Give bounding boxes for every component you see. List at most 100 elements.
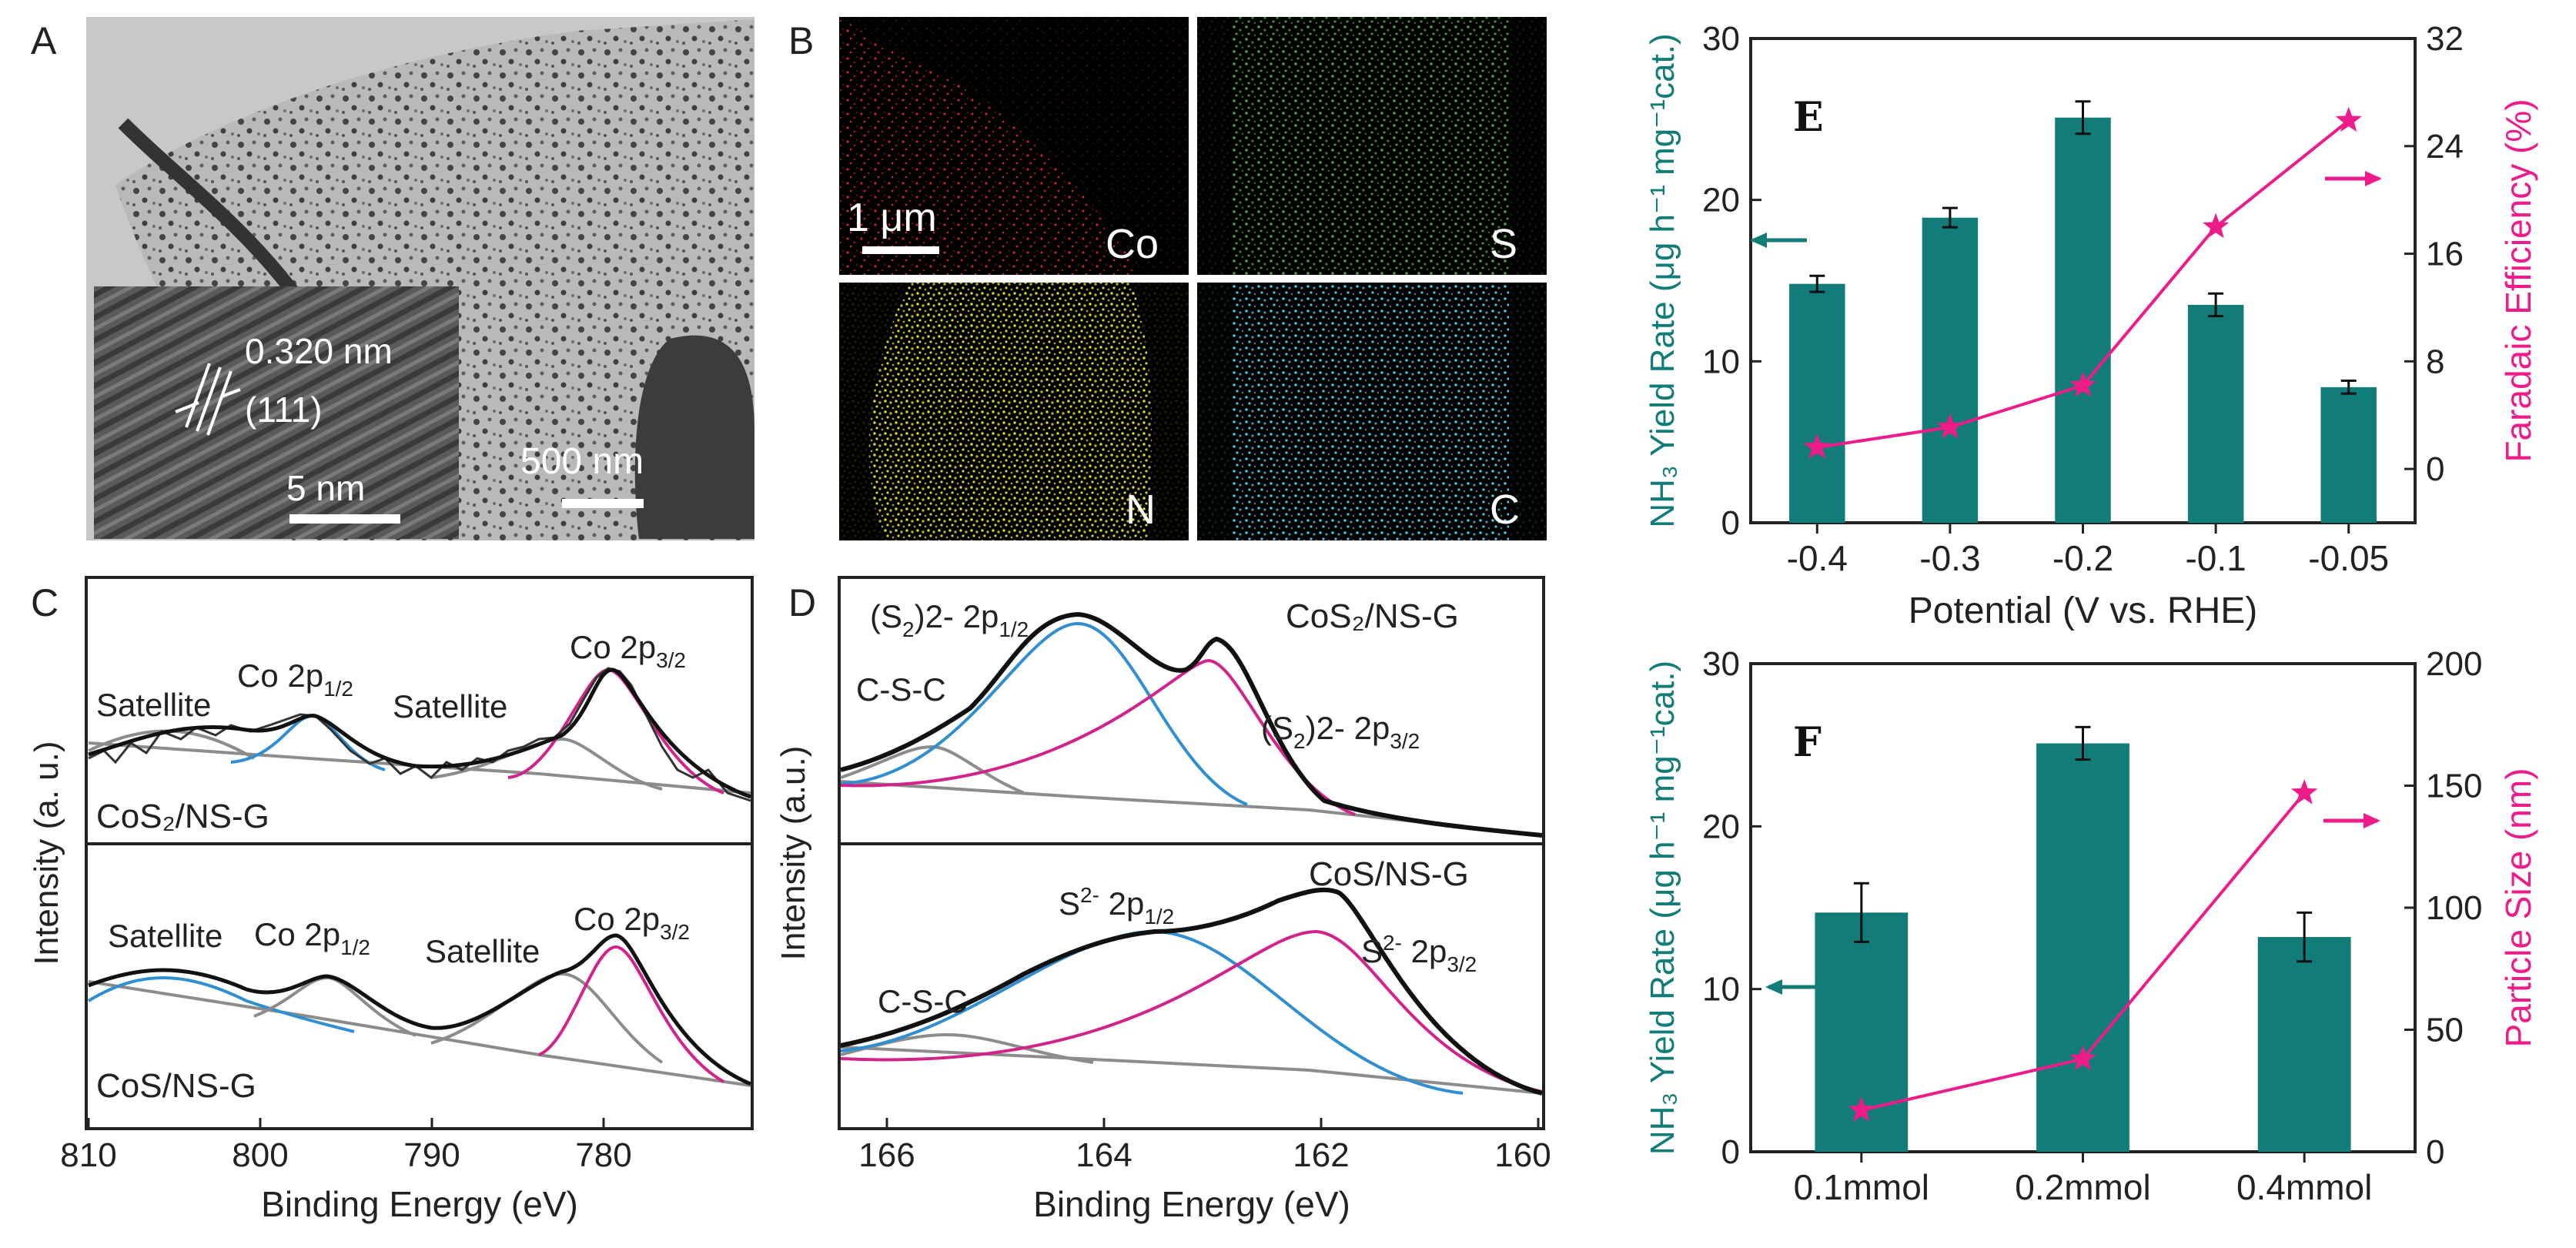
panel-c-frame	[85, 576, 754, 1130]
hrtem-inset	[94, 286, 459, 539]
bar	[1789, 283, 1845, 523]
y2-axis-title: Faradaic Efficiency (%)	[2498, 99, 2538, 462]
y2-tick-label: 100	[2426, 889, 2482, 927]
c-top-label-co2p32: Co 2p3/2	[570, 629, 686, 672]
y2-tick-label: 16	[2426, 236, 2464, 273]
c-bottom-satellite-2	[430, 972, 664, 1064]
d-bottom-label-csc: C-S-C	[878, 983, 968, 1019]
panel-a-label: A	[31, 19, 57, 62]
eds-label-c: C	[1490, 487, 1520, 533]
y-tick-label: 0	[1721, 504, 1740, 542]
x-tick-label: 162	[1293, 1136, 1349, 1174]
panel-a: A 0.320 nm (111) 5 nm 500 nm	[31, 17, 754, 540]
x-tick-label: 0.1mmol	[1794, 1167, 1929, 1207]
right-axis-arrowhead	[2365, 171, 2382, 186]
y-tick-label: 20	[1702, 182, 1740, 219]
chart-f: 0 10 20 30 0 50 100 150 200 0.1mmol 0.2mmol 0.4mmol…	[1644, 645, 2538, 1207]
line-marker	[2203, 212, 2230, 239]
main-scale-label: 500 nm	[520, 441, 644, 482]
line-marker	[1936, 413, 1963, 439]
chart-panel-label: F	[1793, 719, 1822, 766]
x-tick-label: 160	[1494, 1136, 1551, 1174]
panel-c-xticks: 810 800 790 780	[60, 1118, 632, 1174]
panel-b-label: B	[788, 19, 814, 62]
eds-map-s	[1197, 17, 1547, 275]
panel-c-label: C	[31, 581, 59, 624]
c-bottom-satellite-1	[87, 976, 355, 1033]
c-bottom-label-satellite-1: Satellite	[108, 918, 222, 954]
main-scale-bar	[562, 499, 644, 508]
x-tick-label: 810	[60, 1136, 116, 1174]
bar	[2257, 937, 2351, 1152]
eds-mask-c	[1197, 283, 1547, 540]
inset-scale-label: 5 nm	[286, 468, 365, 508]
x-tick-label: -0.2	[2052, 538, 2113, 578]
d-top-csc	[840, 744, 1025, 795]
y2-axis-title: Particle Size (nm)	[2498, 768, 2538, 1048]
y2-tick-label: 8	[2426, 343, 2444, 380]
eds-mask-s	[1197, 17, 1547, 275]
chart-e: 0 10 20 30 0 8 16 24 32 -0.4 -0.3 -0.2 -0.1 -0.05 E NH₃…	[1644, 20, 2538, 631]
panel-c-xlabel: Binding Energy (eV)	[261, 1184, 578, 1224]
d-top-label-peak-a: (S2)2- 2p1/2	[870, 598, 1029, 641]
line-marker	[2291, 779, 2318, 805]
x-tick-label: -0.3	[1919, 538, 1980, 578]
line-marker	[2335, 106, 2362, 132]
c-bottom-sample: CoS/NS-G	[96, 1067, 256, 1105]
x-tick-label: 0.2mmol	[2015, 1167, 2150, 1207]
bar	[1922, 217, 1979, 523]
y2-tick-label: 32	[2426, 20, 2464, 58]
eds-map-n	[839, 283, 1189, 540]
panel-b: B 1 μm Co S N C	[788, 17, 1547, 540]
d-bottom-sample: CoS/NS-G	[1309, 855, 1469, 893]
d-bottom-peak-b	[840, 929, 1543, 1093]
lattice-marker-line	[206, 370, 233, 436]
lattice-arrow	[175, 401, 199, 413]
lattice-marker-line	[185, 363, 211, 428]
x-tick-label: 0.4mmol	[2236, 1167, 2372, 1207]
x-axis-title: Potential (V vs. RHE)	[1909, 591, 2257, 631]
d-top-sample: CoS₂/NS-G	[1286, 597, 1459, 635]
c-bottom-background	[88, 980, 751, 1087]
eds-map-c	[1197, 283, 1547, 540]
d-top-background	[840, 780, 1543, 837]
y-tick-label: 0	[1721, 1133, 1740, 1171]
x-tick-label: 164	[1076, 1136, 1132, 1174]
eds-mask-co	[839, 17, 1189, 275]
c-bottom-envelope	[88, 933, 751, 1086]
bar	[2055, 117, 2111, 523]
y-tick-label: 30	[1702, 20, 1740, 58]
y-axis-title: NH₃ Yield Rate (μg h⁻¹ mg⁻¹cat.)	[1644, 33, 1681, 527]
d-top-peak-b	[840, 658, 1356, 816]
lattice-plane-label: (111)	[245, 390, 323, 430]
lattice-arrow	[221, 388, 241, 398]
inset-scale-bar	[289, 514, 400, 524]
d-top-peak-a	[840, 621, 1248, 806]
panel-d: D Intensity (a.u.) Binding Energy (eV) 1…	[774, 576, 1551, 1224]
y2-tick-label: 200	[2426, 645, 2482, 683]
y-tick-label: 10	[1702, 343, 1740, 380]
line-marker	[1804, 433, 1831, 459]
chart-panel-label: E	[1793, 94, 1824, 141]
eds-label-s: S	[1490, 221, 1517, 267]
eds-scale-bar	[862, 246, 939, 254]
y2-tick-label: 50	[2426, 1012, 2464, 1049]
x-tick-label: 790	[403, 1136, 460, 1174]
d-top-envelope	[840, 611, 1543, 838]
c-top-sample: CoS₂/NS-G	[96, 798, 269, 835]
d-bottom-label-peak-a: S2- 2p1/2	[1059, 883, 1174, 928]
panel-d-frame	[838, 576, 1545, 1130]
c-bottom-co2p32	[538, 945, 724, 1083]
right-axis-arrowhead	[2364, 813, 2380, 828]
lattice-spacing-label: 0.320 nm	[245, 331, 393, 371]
x-tick-label: 800	[232, 1136, 288, 1174]
d-top-label-csc: C-S-C	[856, 671, 946, 708]
d-bottom-background	[840, 1046, 1543, 1095]
x-tick-label: -0.1	[2185, 538, 2246, 578]
x-tick-label: 780	[575, 1136, 631, 1174]
bar	[2036, 743, 2129, 1152]
y-tick-label: 20	[1702, 808, 1740, 845]
panel-d-xlabel: Binding Energy (eV)	[1033, 1184, 1350, 1224]
c-top-envelope	[88, 667, 751, 799]
bar	[2320, 386, 2377, 523]
